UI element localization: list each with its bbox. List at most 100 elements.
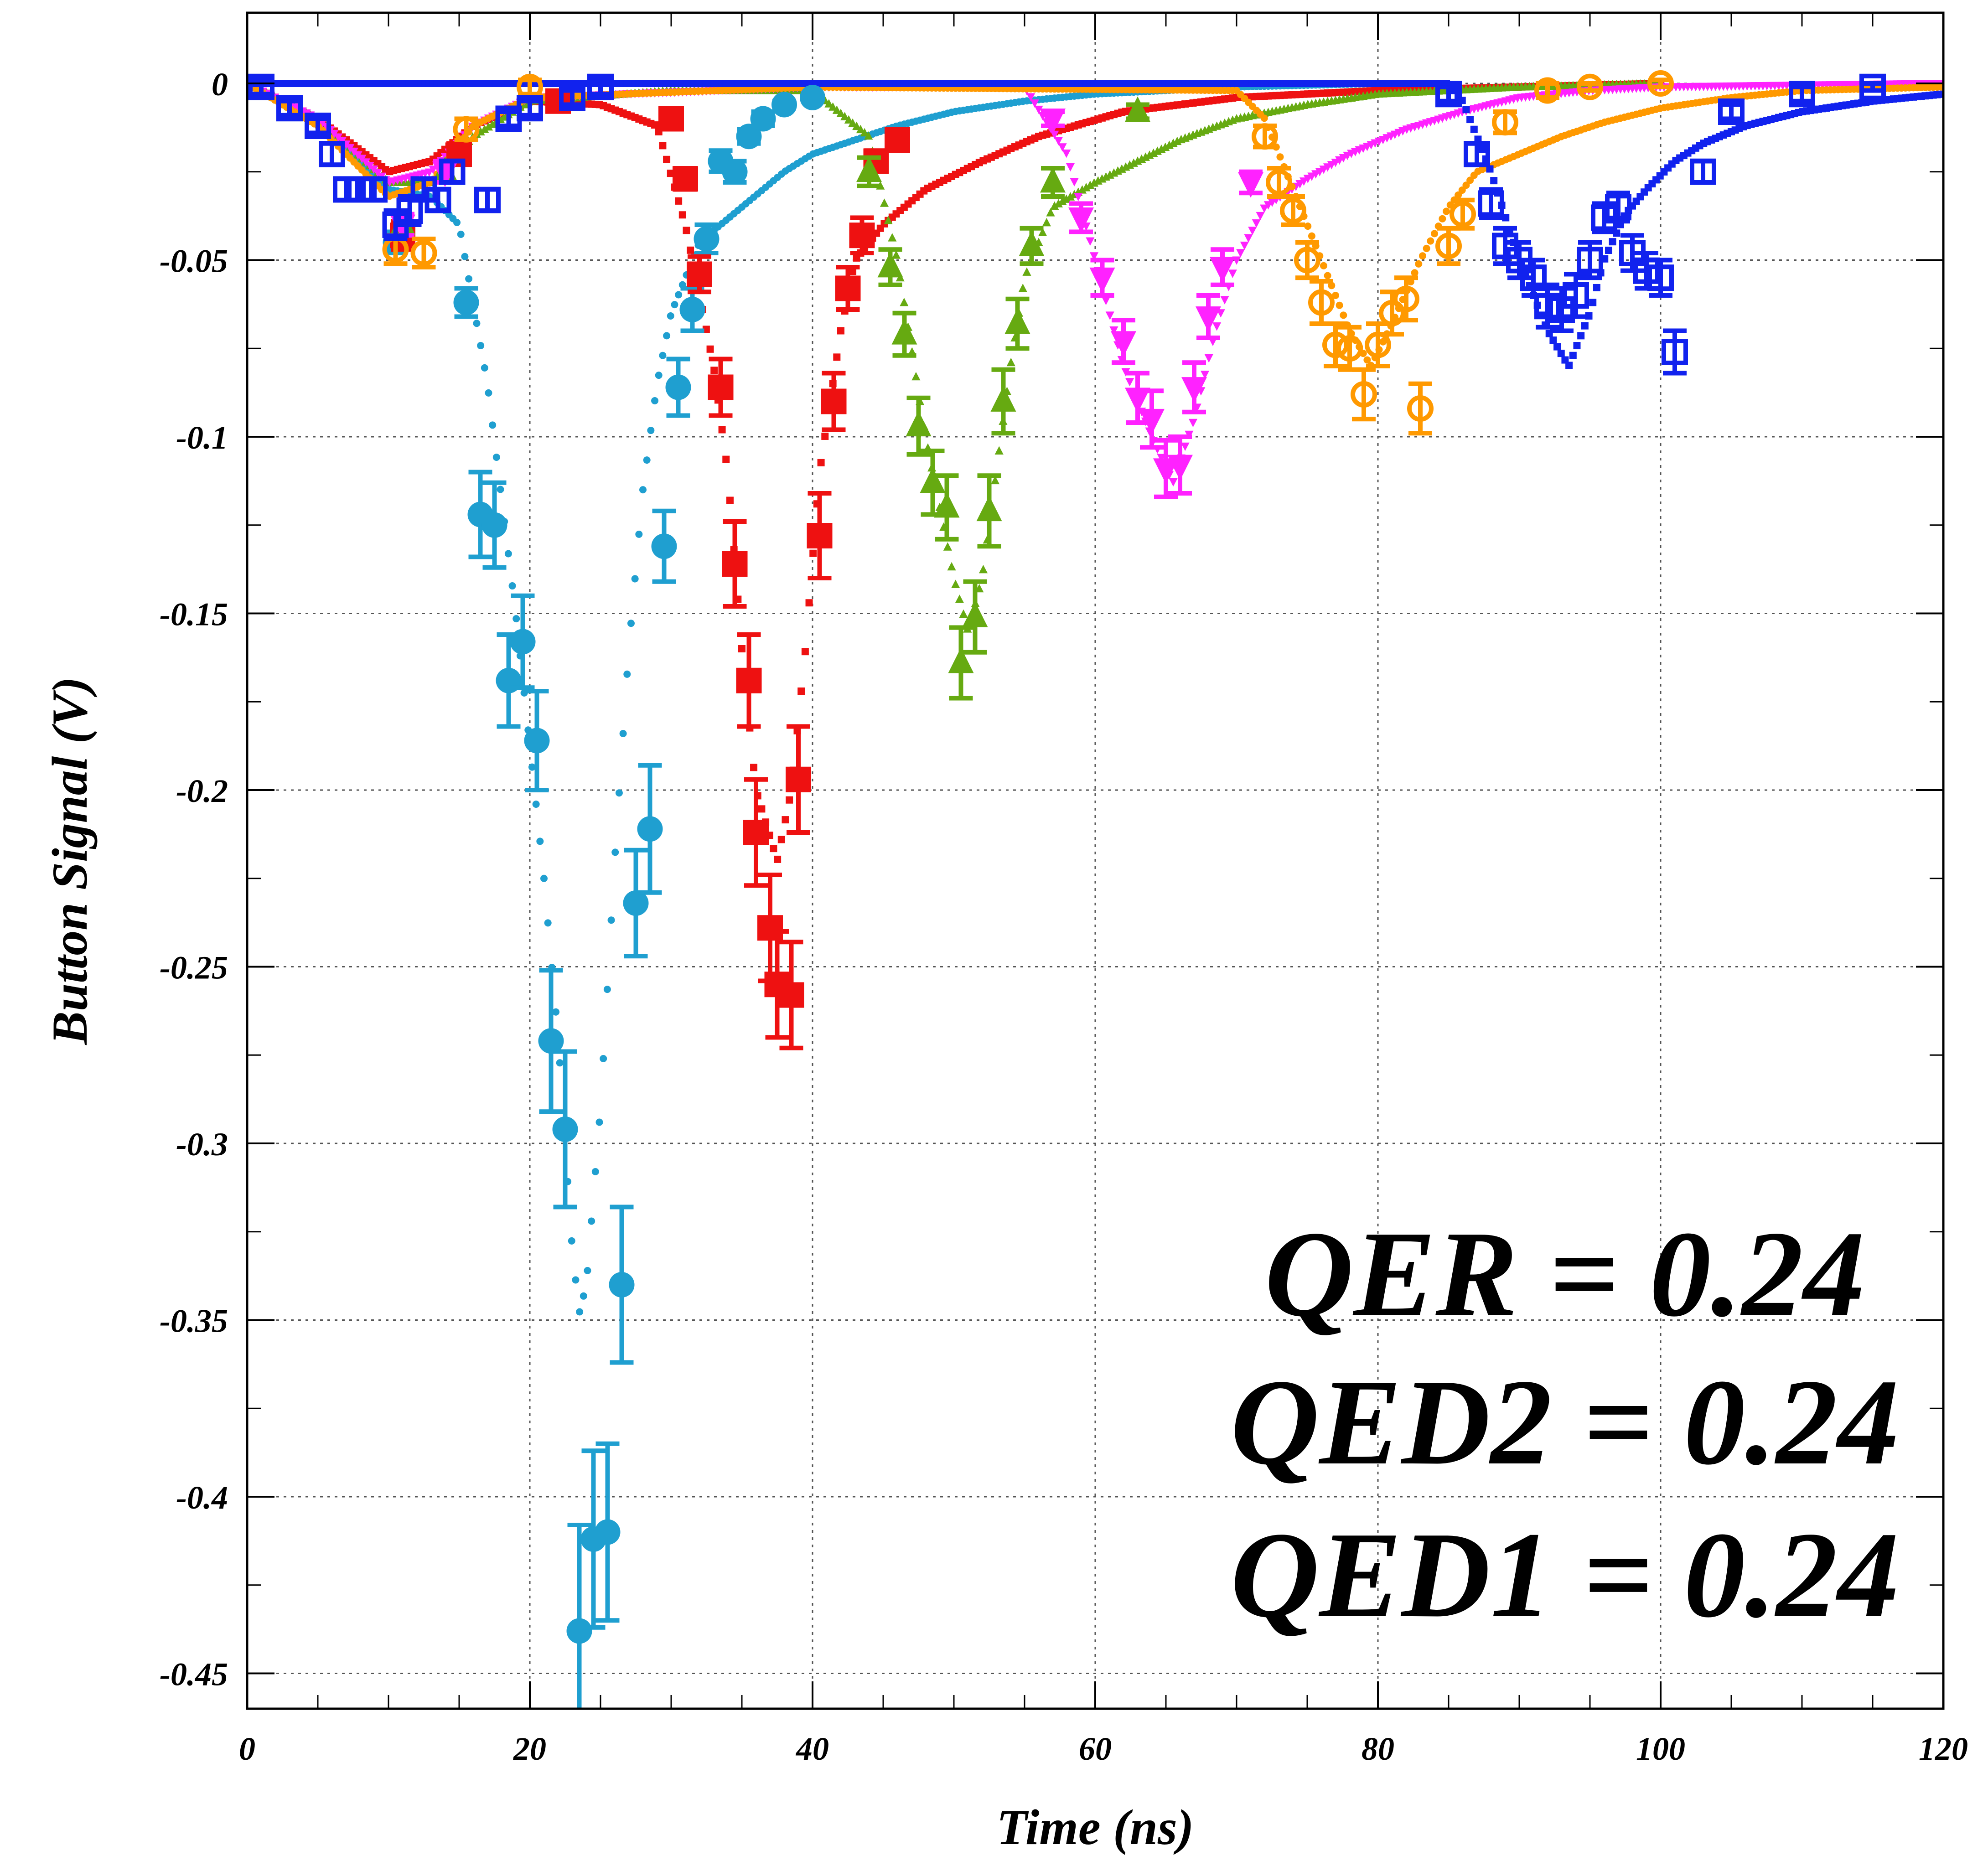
curve-dot (477, 342, 485, 350)
curve-dot (1050, 201, 1059, 210)
marker-triangle-down (1040, 109, 1066, 134)
curve-dot (1308, 232, 1315, 240)
marker-circle (481, 512, 507, 538)
curve-dot (951, 579, 960, 588)
data-point (1393, 275, 1419, 323)
data-point (1647, 258, 1674, 298)
curve-dot (513, 615, 520, 623)
marker-open-square (276, 95, 303, 122)
data-point (566, 1523, 592, 1709)
curve-dot (848, 118, 857, 127)
data-point (1351, 367, 1377, 422)
marker-circle (623, 890, 649, 916)
curve-dot (1070, 178, 1079, 186)
data-point (1167, 434, 1193, 496)
curve-dot (556, 1059, 564, 1067)
curve-dot (1328, 282, 1336, 289)
curve-dot (821, 432, 829, 440)
curve-dot (1419, 252, 1426, 260)
curve-dot (943, 542, 952, 551)
data-point (559, 84, 585, 111)
data-point (1633, 251, 1660, 291)
curve-dot (1089, 252, 1099, 261)
data-point (976, 473, 1002, 549)
marker-open-circle (410, 240, 437, 266)
y-tick-label: -0.2 (176, 773, 228, 809)
data-point (446, 141, 472, 167)
curve-dot (1220, 296, 1229, 305)
curve-dot (1565, 362, 1573, 369)
curve-dot (1086, 237, 1095, 246)
y-tick-label: -0.45 (160, 1656, 228, 1693)
marker-triangle-down (1167, 455, 1193, 481)
data-point (1548, 286, 1575, 333)
data-point (694, 222, 720, 255)
marker-open-square (248, 73, 274, 100)
curve-dot (1058, 196, 1067, 205)
curve-dot (1034, 105, 1043, 114)
data-point (821, 371, 847, 432)
data-point (510, 593, 536, 690)
curve-dot (1553, 343, 1561, 351)
marker-circle (524, 728, 550, 754)
curve-dot (492, 453, 500, 461)
x-tick-label: 60 (1079, 1731, 1112, 1767)
marker-triangle-down (1181, 377, 1207, 403)
marker-triangle-up (1040, 167, 1066, 193)
data-point (1181, 360, 1207, 414)
curve-dot (782, 816, 789, 824)
curve-dot (1549, 336, 1557, 344)
data-point (673, 166, 698, 192)
curve-dot (1026, 93, 1035, 102)
marker-open-square (333, 176, 359, 203)
curve-dot (623, 670, 631, 678)
curve-dot (532, 801, 540, 808)
curve-dot (635, 530, 643, 538)
data-point (891, 310, 917, 358)
data-point (524, 689, 550, 792)
data-point (623, 848, 649, 959)
series-5-points (248, 73, 1886, 376)
curve-dot (659, 142, 667, 150)
data-point (1789, 81, 1815, 108)
curve-dot (1086, 181, 1095, 189)
marker-circle (694, 226, 720, 252)
curve-dot (1157, 454, 1166, 463)
curve-dot (1557, 350, 1565, 357)
marker-open-circle (1379, 300, 1405, 326)
data-point (1492, 109, 1518, 136)
y-tick-label: -0.4 (176, 1479, 228, 1516)
curve-dot (770, 845, 777, 853)
curve-dot (572, 1276, 580, 1284)
marker-square (807, 523, 833, 548)
series-0-points (383, 85, 825, 1709)
curve-dot (836, 109, 845, 117)
curve-dot (1200, 371, 1210, 379)
curve-dot (774, 855, 782, 863)
curve-dot (1228, 269, 1237, 278)
marker-open-square (1605, 194, 1631, 221)
curve-dot (710, 367, 718, 374)
curve-dot (536, 837, 544, 845)
curve-dot (1466, 176, 1474, 184)
data-point (248, 73, 274, 100)
curve-dot (1379, 338, 1387, 346)
curve-dot (671, 301, 678, 309)
marker-open-square (517, 95, 543, 122)
data-point (517, 95, 543, 122)
curve-dot (1466, 116, 1474, 124)
marker-triangle-down (1210, 257, 1235, 283)
curve-dot (1411, 269, 1419, 277)
curve-dot (738, 645, 746, 652)
curve-dot (663, 332, 671, 340)
data-point (948, 625, 974, 701)
marker-square (687, 261, 712, 287)
curve-dot (663, 155, 671, 163)
curve-dot (959, 609, 968, 618)
curve-dot (619, 730, 627, 737)
curve-dot (852, 121, 861, 130)
curve-dot (900, 298, 909, 306)
curve-dot (1022, 267, 1031, 276)
